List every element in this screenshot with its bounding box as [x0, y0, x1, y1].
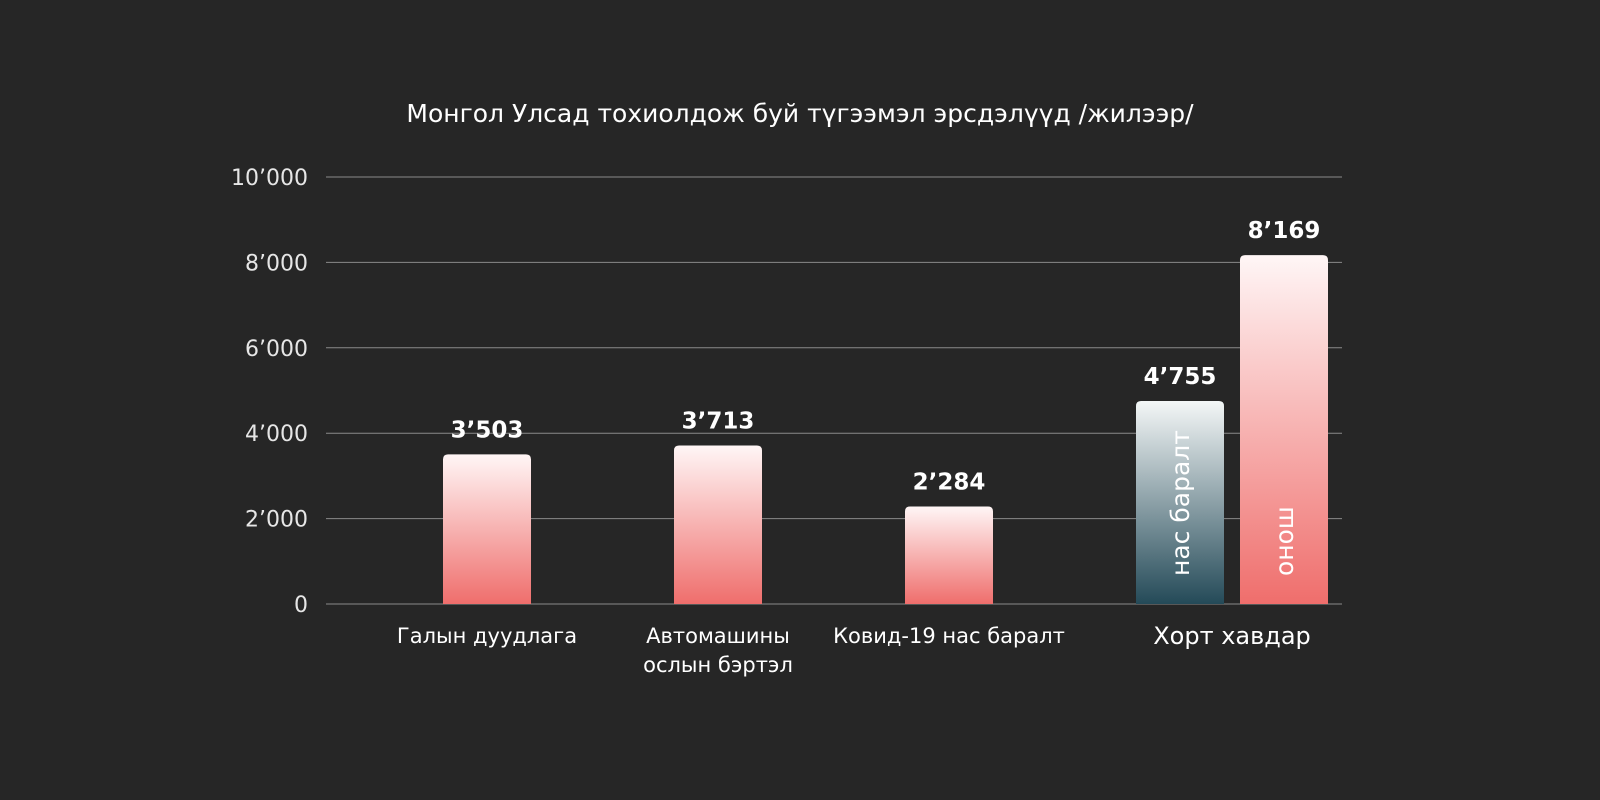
- y-tick-label: 6’000: [245, 337, 308, 362]
- bar: [905, 506, 993, 604]
- bar: [443, 454, 531, 604]
- category-label: ослын бэртэл: [643, 653, 793, 677]
- bar-value-label: 2’284: [913, 469, 986, 495]
- bar-value-label: 4’755: [1144, 364, 1217, 390]
- bar: [1240, 255, 1328, 604]
- bar: [1136, 400, 1224, 604]
- bar-value-label: 3’713: [682, 408, 755, 434]
- category-label: Автомашины: [646, 624, 790, 648]
- y-tick-label: 10’000: [231, 166, 308, 191]
- bar-inner-label: нас баралт: [1166, 430, 1195, 576]
- y-tick-label: 4’000: [245, 422, 308, 447]
- bar-layer: [443, 255, 1328, 604]
- y-tick-label: 2’000: [245, 508, 308, 533]
- y-tick-label: 8’000: [245, 251, 308, 276]
- category-label: Ковид-19 нас баралт: [833, 624, 1065, 648]
- bar-value-label: 3’503: [451, 417, 524, 443]
- bar-value-label: 8’169: [1248, 218, 1321, 244]
- y-tick-label: 0: [294, 593, 308, 618]
- category-label: Хорт хавдар: [1153, 622, 1311, 650]
- category-label: Галын дуудлага: [397, 624, 577, 648]
- chart-title: Монгол Улсад тохиолдож буй түгээмэл эрсд…: [406, 99, 1194, 128]
- bar: [674, 445, 762, 604]
- bar-inner-label: онош: [1270, 506, 1299, 576]
- label-layer: 0 2’000 4’000 6’000 8’000 10’000 3’503 Галын ду…: [231, 166, 1320, 677]
